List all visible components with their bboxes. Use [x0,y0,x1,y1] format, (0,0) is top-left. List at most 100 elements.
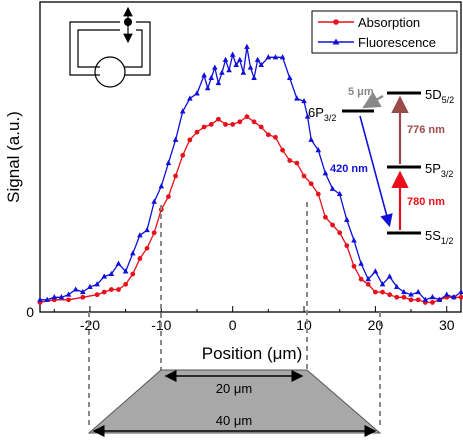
data-point [94,281,100,287]
data-point [151,230,157,236]
data-point [115,260,122,266]
data-point [344,243,350,249]
data-point [265,54,272,60]
plot-frame [39,1,462,313]
schematic-circle [94,56,126,88]
level-5s-label: 5S1/2 [425,228,453,246]
projection-lines [88,202,381,428]
data-point [443,291,450,297]
label-776: 776 nm [407,124,445,136]
label-bottom-width: 40 μm [216,413,252,428]
data-point [351,263,357,269]
data-point [116,287,121,292]
data-point [315,191,321,197]
level-6p-label: 6P3/2 [308,105,336,123]
data-point [329,185,336,191]
schematic-left-wall [69,21,120,76]
x-tick-label: -20 [80,317,100,333]
data-point [265,132,271,138]
legend-fluorescence-marker [332,38,340,45]
data-point [358,276,364,282]
data-point [258,124,264,130]
data-point [458,288,463,295]
x-tick-label: 20 [368,317,384,333]
data-point [301,173,307,179]
label-5um: 5 μm [348,86,374,98]
y-axis-label: Signal (a.u.) [4,111,23,203]
data-point [251,74,257,80]
data-point [330,222,335,228]
data-point [272,54,279,60]
data-point [244,43,250,49]
data-point [230,122,236,127]
legend-fluorescence-label: Fluorescence [358,35,436,50]
data-point [401,294,407,300]
data-point [130,271,136,277]
data-point [337,230,343,236]
data-point [187,137,193,143]
data-point [394,294,400,300]
energy-level-diagram: 5D5/2 6P3/2 5P3/2 5S1/2 5 μm 776 nm 780 … [308,86,454,246]
data-point [365,281,371,287]
axis-ticks: -20 -10 0 10 20 300 [26,304,455,333]
data-point [387,292,393,298]
data-point [351,237,357,243]
data-point [304,113,311,119]
data-point [380,289,385,295]
legend-absorption-marker [333,19,339,25]
legend-box [311,10,458,54]
data-point [194,129,200,135]
data-point [429,294,436,300]
data-point [233,61,240,68]
data-point [151,198,157,204]
data-point [365,276,372,282]
arrow-5um [362,91,384,109]
data-point [144,226,150,233]
data-point [287,158,293,163]
y-tick-label: 0 [26,304,34,320]
data-point [323,214,328,220]
data-point [212,64,218,70]
data-point [58,294,65,300]
data-point [80,294,86,300]
data-point [308,181,314,187]
data-point [101,289,107,295]
data-point [137,256,143,261]
schematic-right-wall [124,21,151,76]
data-point [415,297,421,303]
schematic-dot [123,17,133,27]
data-point [458,294,463,300]
data-point [166,194,171,200]
data-point [436,296,443,302]
data-point [108,270,115,277]
data-point [308,136,314,142]
data-point [240,69,247,75]
data-point [286,74,293,80]
arrow-420 [359,115,393,228]
label-420: 420 nm [330,163,368,175]
data-point [301,97,307,104]
series-line [39,115,461,304]
data-point [80,288,86,295]
beam-trapezoid: 20 μm 40 μm [87,369,382,437]
schematic-left-inner [77,29,120,68]
data-point [336,190,343,197]
data-point [236,56,243,62]
data-point [386,273,393,279]
data-point [108,287,114,292]
data-point [51,294,58,300]
data-point [194,90,200,96]
level-5p-label: 5P3/2 [425,161,453,179]
x-tick-label: 0 [229,317,237,333]
data-point [430,300,435,305]
data-point [173,173,178,179]
data-point [144,245,150,251]
data-point [66,297,71,303]
data-point [223,122,228,127]
data-point [122,268,129,274]
data-point [215,79,222,86]
data-point [204,85,211,91]
data-point [208,122,214,127]
data-point [137,232,143,238]
data-point [358,260,364,266]
